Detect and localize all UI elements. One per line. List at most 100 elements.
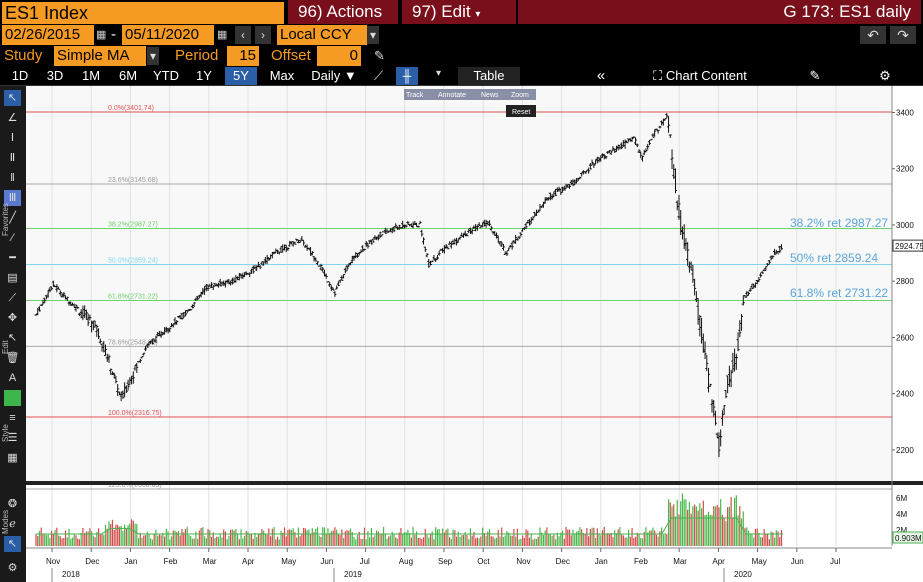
volume-bar (395, 537, 397, 546)
period-field[interactable]: 15 (227, 46, 259, 66)
frequency-select[interactable]: Daily ▼ (311, 68, 357, 83)
volume-bar (398, 532, 400, 546)
volume-bar (209, 530, 211, 546)
volume-bar (158, 534, 160, 546)
calendar-icon[interactable]: ▦ (217, 29, 228, 41)
mode-cursor-icon[interactable]: ↖ (4, 536, 21, 552)
move-icon[interactable]: ✥ (7, 312, 18, 324)
fib-tool-icon[interactable]: Ⅰ (10, 132, 15, 144)
volume-bar (365, 539, 367, 546)
end-date-field[interactable]: 05/11/2020 (122, 25, 214, 45)
line-style-icon[interactable]: ≡ (9, 412, 16, 424)
volume-bar (344, 531, 346, 546)
collapse-icon[interactable]: « (596, 67, 606, 84)
news-button[interactable]: News (481, 92, 499, 99)
chevron-down-icon[interactable]: ▾ (436, 68, 442, 79)
mode-e-icon[interactable]: ℯ (9, 518, 16, 530)
volume-bar (497, 529, 499, 546)
volume-bar (327, 528, 329, 546)
line-chart-icon[interactable]: ⟋ (374, 68, 384, 83)
currency-select[interactable]: Local CCY (277, 25, 367, 45)
color-icon[interactable] (4, 390, 21, 406)
chart-area[interactable]: 0.0%(3401.74) 23.6%(3145.68) 38.2%(2987.27… (26, 86, 923, 582)
volume-bar (706, 514, 708, 546)
volume-bar (400, 527, 402, 546)
line-tool-icon[interactable]: ∠ (7, 112, 18, 124)
range-button-1m[interactable]: 1M (81, 68, 101, 83)
range-button-5y[interactable]: 5Y (225, 67, 257, 85)
table-button[interactable]: Table (458, 67, 520, 85)
study-label: Study (4, 47, 43, 64)
volume-bar (528, 537, 531, 546)
edit-icon[interactable]: ✎ (809, 68, 821, 83)
gear-icon[interactable]: ⚙ (7, 562, 18, 574)
fib-retracement-icon[interactable]: Ⅲ (4, 190, 21, 206)
reset-button[interactable]: Reset (512, 109, 530, 116)
annotate-button[interactable]: Annotate (438, 92, 466, 99)
volume-bar (674, 516, 677, 546)
line-weight-icon[interactable]: ☰ (7, 432, 18, 444)
ruler-icon[interactable]: ▤ (7, 272, 18, 284)
cursor-icon[interactable]: ↖ (4, 90, 21, 106)
volume-bar (433, 539, 435, 546)
track-button[interactable]: Track (406, 92, 424, 99)
frequency-label: Daily (311, 68, 341, 83)
modes-icon[interactable]: ❂ (7, 498, 18, 510)
ticker-field[interactable]: ES1 Index (2, 2, 284, 24)
volume-bar (740, 518, 743, 546)
chevron-down-icon[interactable]: ▾ (147, 47, 159, 65)
volume-bar (337, 533, 339, 546)
volume-bar (348, 530, 350, 546)
fib-level-label: 100.0%(2316.75) (108, 410, 162, 417)
volume-bar (593, 527, 595, 546)
channel-tool-icon[interactable]: ‖ (10, 172, 15, 184)
volume-bar (598, 533, 600, 546)
volume-bar (223, 529, 225, 546)
volume-bar (402, 533, 404, 546)
candle-chart-icon[interactable]: ╫ (396, 67, 418, 85)
volume-bar (212, 532, 214, 546)
text-icon[interactable]: A (8, 372, 17, 384)
volume-bar (292, 528, 294, 546)
price-tick-label: 2200 (896, 446, 914, 455)
edit-menu[interactable]: 97) Edit ▾ (402, 0, 516, 24)
range-button-3d[interactable]: 3D (46, 68, 64, 83)
cursor-icon[interactable]: ↖ (7, 332, 18, 344)
fib-tool-icon[interactable]: Ⅱ (9, 152, 16, 164)
calendar-icon[interactable]: ▦ (96, 29, 107, 41)
volume-bar (184, 528, 187, 546)
dash-line-icon[interactable]: ━ (9, 252, 16, 264)
range-button-6m[interactable]: 6M (118, 68, 138, 83)
pencil-icon[interactable]: ✎ (374, 48, 385, 63)
chart-content-button[interactable]: ⛶ Chart Content (640, 67, 760, 85)
volume-bar (572, 529, 574, 546)
volume-bar (485, 535, 487, 546)
range-button-max[interactable]: Max (269, 68, 295, 83)
volume-bar (243, 536, 246, 546)
chevron-left-icon[interactable]: ‹ (235, 26, 251, 44)
range-button-1y[interactable]: 1Y (196, 68, 212, 83)
volume-bar (714, 506, 717, 546)
year-tick-label: 2020 (734, 570, 752, 579)
study-select[interactable]: Simple MA (54, 46, 146, 66)
range-button-1d[interactable]: 1D (11, 68, 29, 83)
volume-bar (261, 528, 263, 546)
gear-icon[interactable]: ⚙ (879, 68, 891, 83)
redo-icon[interactable]: ↷ (890, 26, 916, 44)
range-button-ytd[interactable]: YTD (153, 68, 179, 83)
price-chart[interactable]: 0.0%(3401.74) 23.6%(3145.68) 38.2%(2987.27… (26, 86, 923, 582)
palette-icon[interactable]: ▦ (7, 452, 18, 464)
offset-field[interactable]: 0 (317, 46, 361, 66)
brush-icon[interactable]: ╱ (9, 212, 16, 224)
pointer-icon[interactable]: ⟋ (8, 292, 17, 304)
volume-bar (638, 534, 640, 546)
volume-bar (84, 533, 86, 546)
start-date-field[interactable]: 02/26/2015 (2, 25, 94, 45)
chevron-down-icon[interactable]: ▾ (367, 26, 379, 44)
pen-icon[interactable]: ⁄ (11, 232, 14, 244)
chevron-right-icon[interactable]: › (255, 26, 271, 44)
zoom-button[interactable]: Zoom (511, 92, 529, 99)
actions-menu[interactable]: 96) Actions ▾ (288, 0, 398, 44)
trash-icon[interactable]: 🗑 (5, 352, 20, 364)
undo-icon[interactable]: ↶ (860, 26, 886, 44)
